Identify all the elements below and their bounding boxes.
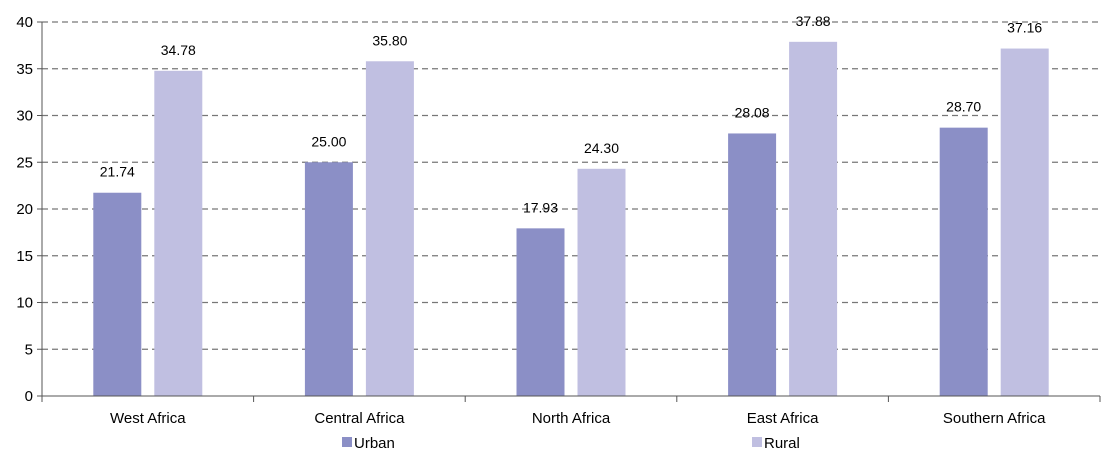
data-label-urban-east-africa: 28.08 xyxy=(735,104,770,120)
bar-rural-east-africa xyxy=(789,41,838,397)
data-label-urban-west-africa: 21.74 xyxy=(100,164,135,180)
x-tick-label-west-africa: West Africa xyxy=(110,410,186,427)
legend: Urban Rural xyxy=(342,435,800,452)
y-tick-label: 0 xyxy=(25,388,33,405)
data-label-urban-central-africa: 25.00 xyxy=(311,133,346,149)
bar-urban-central-africa xyxy=(304,162,353,396)
legend-swatch-rural xyxy=(752,437,762,447)
y-tick-label: 40 xyxy=(16,14,33,31)
legend-label-rural: Rural xyxy=(764,435,800,452)
y-tick-label: 20 xyxy=(16,201,33,218)
bar-urban-southern-africa xyxy=(939,127,988,396)
x-tick-label-north-africa: North Africa xyxy=(532,410,611,427)
bar-urban-west-africa xyxy=(93,192,142,396)
legend-label-urban: Urban xyxy=(354,435,395,452)
y-tick-label: 5 xyxy=(25,341,33,358)
data-label-urban-southern-africa: 28.70 xyxy=(946,99,981,115)
y-tick-label: 25 xyxy=(16,154,33,171)
data-label-rural-southern-africa: 37.16 xyxy=(1007,20,1042,36)
data-label-rural-central-africa: 35.80 xyxy=(372,32,407,48)
y-tick-label: 15 xyxy=(16,248,33,265)
x-tick-label-southern-africa: Southern Africa xyxy=(943,410,1046,427)
y-tick-label: 10 xyxy=(16,295,33,312)
bars xyxy=(93,41,1049,397)
bar-rural-north-africa xyxy=(577,168,626,396)
gridlines xyxy=(42,21,1100,350)
data-label-urban-north-africa: 17.93 xyxy=(523,199,558,215)
data-label-rural-north-africa: 24.30 xyxy=(584,140,619,156)
data-label-rural-east-africa: 37.88 xyxy=(796,13,831,29)
data-label-rural-west-africa: 34.78 xyxy=(161,42,196,58)
bar-rural-central-africa xyxy=(365,61,414,397)
x-tick-label-central-africa: Central Africa xyxy=(314,410,405,427)
y-tick-label: 35 xyxy=(16,61,33,78)
y-tick-label: 30 xyxy=(16,108,33,125)
bar-urban-north-africa xyxy=(516,228,565,396)
bar-urban-east-africa xyxy=(728,133,777,396)
data-labels: 21.74 34.78 25.00 35.80 17.93 24.30 28.08 37.88… xyxy=(100,13,1043,216)
axes: 0 5 10 15 20 25 30 35 40 West Africa Central Afric… xyxy=(16,14,1101,427)
legend-swatch-urban xyxy=(342,437,352,447)
bar-rural-west-africa xyxy=(154,70,203,396)
bar-rural-southern-africa xyxy=(1000,48,1049,396)
x-tick-label-east-africa: East Africa xyxy=(747,410,819,427)
